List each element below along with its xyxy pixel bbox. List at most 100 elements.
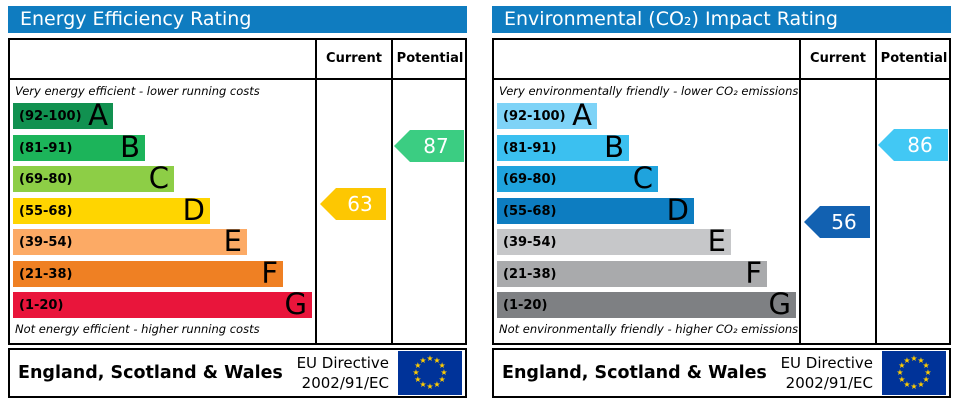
bottom-caption: Not energy efficient - higher running co… [15, 322, 260, 336]
current-rating-value: 63 [347, 192, 373, 216]
top-caption: Very energy efficient - lower running co… [15, 84, 260, 98]
eu-directive-line2: 2002/91/EC [301, 374, 389, 392]
bottom-caption: Not environmentally friendly - higher CO… [499, 322, 799, 336]
band-grade-letter: B [604, 129, 624, 164]
eu-star: ★ [414, 361, 422, 370]
band-d: (55-68) D [13, 192, 210, 227]
header-divider [494, 78, 949, 80]
header-divider [10, 78, 465, 80]
potential-rating-value: 87 [423, 134, 449, 158]
band-b: (81-91) B [497, 129, 629, 164]
eu-directive-line1: EU Directive [296, 354, 389, 372]
band-grade-letter: G [768, 287, 791, 321]
band-e: (39-54) E [13, 224, 247, 258]
band-grade-letter: A [572, 98, 592, 132]
potential-rating-arrow: 86 [878, 129, 948, 161]
eu-star: ★ [917, 380, 925, 390]
current-column-header: Current [326, 51, 382, 66]
eu-star: ★ [903, 355, 911, 365]
band-range-label: (39-54) [503, 235, 557, 250]
potential-rating-arrow: 87 [394, 130, 464, 162]
energy-efficiency-title: Energy Efficiency Rating [8, 6, 467, 33]
eu-star: ★ [426, 354, 434, 363]
band-a: (92-100) A [497, 98, 597, 132]
band-range-label: (21-38) [19, 266, 73, 282]
band-f: (21-38) F [497, 255, 767, 290]
eu-star: ★ [922, 361, 930, 370]
band-d: (55-68) D [497, 192, 694, 227]
current-rating-arrow: 56 [804, 206, 870, 238]
band-grade-letter: E [223, 224, 242, 258]
top-caption: Very environmentally friendly - lower CO… [499, 84, 799, 98]
band-b: (81-91) B [13, 129, 145, 164]
eu-directive-line2: 2002/91/EC [785, 374, 873, 392]
eu-star: ★ [419, 355, 427, 365]
band-grade-letter: F [745, 255, 762, 290]
energy-efficiency-chart: Current Potential Very energy efficient … [8, 38, 467, 345]
band-a: (92-100) A [13, 98, 113, 132]
band-g: (1-20) G [497, 287, 796, 321]
eu-flag-icon: ★ ★ ★ ★ ★ ★ ★ ★ ★ ★ ★ ★ [882, 351, 946, 395]
potential-column-header: Potential [396, 51, 464, 66]
band-range-label: (55-68) [503, 203, 557, 219]
band-grade-letter: B [120, 129, 140, 164]
region-label: England, Scotland & Wales [502, 363, 767, 383]
band-range-label: (1-20) [503, 298, 548, 313]
energy-efficiency-panel: Energy Efficiency Rating Current Potenti… [8, 6, 467, 398]
eu-star: ★ [917, 355, 925, 365]
band-range-label: (81-91) [19, 140, 73, 156]
eu-star: ★ [412, 368, 420, 377]
band-grade-letter: F [261, 255, 278, 290]
eu-star: ★ [910, 354, 918, 363]
eu-star: ★ [922, 375, 930, 384]
band-range-label: (1-20) [19, 298, 64, 313]
current-rating-value: 56 [831, 210, 857, 234]
band-range-label: (69-80) [19, 172, 73, 187]
region-label: England, Scotland & Wales [18, 363, 283, 383]
band-grade-letter: D [182, 192, 205, 227]
band-g: (1-20) G [13, 287, 312, 321]
current-column-header: Current [810, 51, 866, 66]
eu-star: ★ [419, 380, 427, 390]
eu-star: ★ [426, 382, 434, 391]
current-rating-arrow: 63 [320, 188, 386, 220]
environmental-impact-title: Environmental (CO₂) Impact Rating [492, 6, 951, 33]
band-range-label: (69-80) [503, 172, 557, 187]
eu-star: ★ [903, 380, 911, 390]
column-divider [799, 40, 801, 343]
eu-star: ★ [414, 375, 422, 384]
band-e: (39-54) E [497, 224, 731, 258]
environmental-impact-chart: Current Potential Very environmentally f… [492, 38, 951, 345]
eu-star: ★ [440, 368, 448, 377]
band-range-label: (21-38) [503, 266, 557, 282]
band-range-label: (55-68) [19, 203, 73, 219]
band-grade-letter: C [632, 161, 653, 195]
band-range-label: (39-54) [19, 235, 73, 250]
column-divider [875, 40, 877, 343]
band-range-label: (81-91) [503, 140, 557, 156]
potential-column-header: Potential [880, 51, 948, 66]
environmental-impact-panel: Environmental (CO₂) Impact Rating Curren… [492, 6, 951, 398]
band-f: (21-38) F [13, 255, 283, 290]
eu-star: ★ [896, 368, 904, 377]
eu-star: ★ [438, 375, 446, 384]
band-range-label: (92-100) [503, 109, 566, 124]
band-range-label: (92-100) [19, 109, 82, 124]
eu-directive-label: EU Directive 2002/91/EC [297, 353, 389, 393]
band-grade-letter: A [88, 98, 108, 132]
column-divider [391, 40, 393, 343]
band-c: (69-80) C [497, 161, 658, 195]
band-grade-letter: G [284, 287, 307, 321]
footer: England, Scotland & Wales EU Directive 2… [8, 348, 467, 398]
band-grade-letter: C [148, 161, 169, 195]
potential-rating-value: 86 [907, 133, 933, 157]
eu-star: ★ [898, 375, 906, 384]
column-divider [315, 40, 317, 343]
band-grade-letter: E [707, 224, 726, 258]
band-grade-letter: D [666, 192, 689, 227]
eu-star: ★ [898, 361, 906, 370]
eu-star: ★ [433, 355, 441, 365]
eu-star: ★ [924, 368, 932, 377]
eu-star: ★ [910, 382, 918, 391]
